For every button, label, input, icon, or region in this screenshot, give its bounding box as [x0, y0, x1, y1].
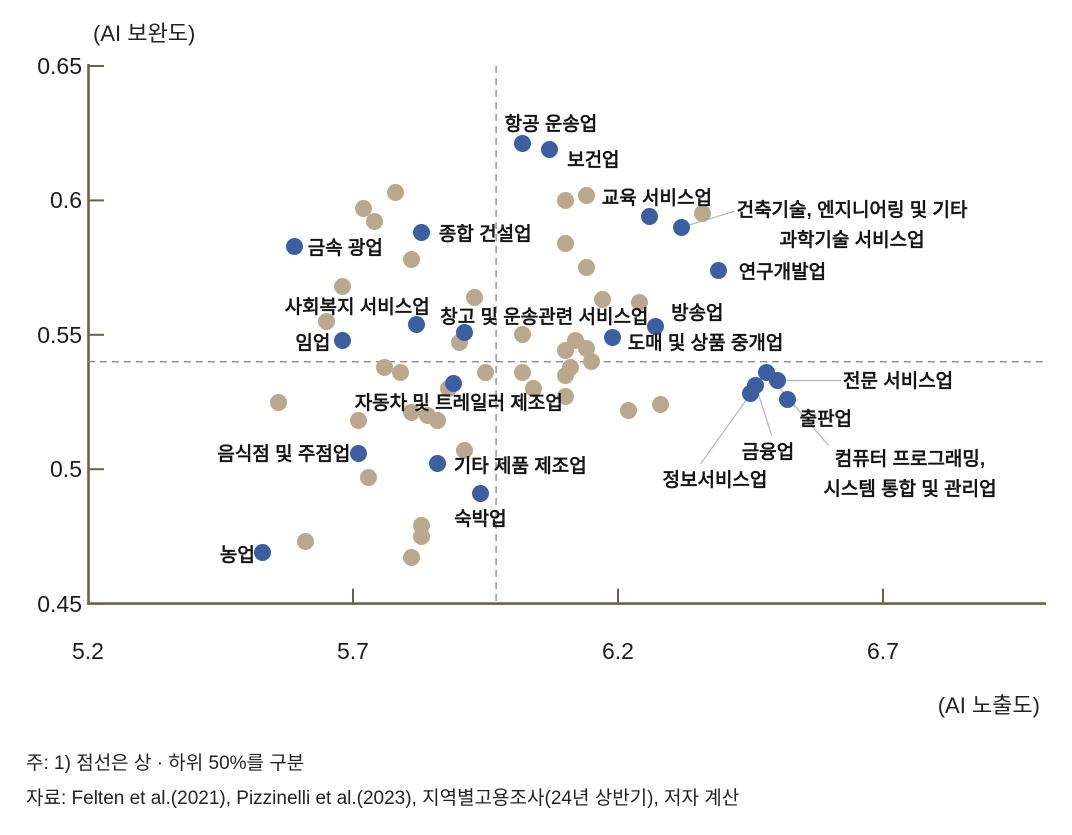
unlabeled-data-point — [402, 251, 420, 269]
unlabeled-data-point — [296, 533, 314, 551]
unlabeled-data-point — [556, 388, 574, 406]
labeled-data-point — [455, 323, 473, 341]
unlabeled-data-point — [556, 342, 574, 360]
point-label: 숙박업 — [454, 509, 507, 531]
point-label: 사회복지 서비스업 — [284, 297, 430, 319]
labeled-data-point — [673, 218, 691, 236]
point-label: 자동차 및 트레일러 제조업 — [354, 393, 563, 415]
unlabeled-data-point — [620, 401, 638, 419]
labeled-data-point — [757, 363, 775, 381]
labeled-data-point — [408, 315, 426, 333]
y-tick-label: 0.45 — [37, 590, 82, 617]
y-axis-title: (AI 보완도) — [93, 21, 196, 46]
y-tick-label: 0.55 — [37, 321, 82, 348]
labeled-data-point — [779, 390, 797, 408]
labeled-data-point — [604, 328, 622, 346]
unlabeled-data-point — [477, 363, 494, 381]
y-tick-label: 0.6 — [50, 187, 82, 214]
unlabeled-data-point — [593, 291, 611, 309]
labeled-data-point — [742, 385, 759, 403]
x-axis-title: (AI 노출도) — [937, 693, 1040, 718]
unlabeled-data-point — [556, 234, 574, 252]
labeled-data-point — [514, 135, 532, 153]
unlabeled-data-point — [402, 549, 420, 567]
unlabeled-data-point — [402, 404, 420, 422]
point-label: 항공 운송업 — [504, 113, 598, 135]
x-tick-label: 6.2 — [602, 638, 634, 664]
point-label: 임업 — [295, 333, 331, 355]
y-tick-label: 0.65 — [37, 53, 82, 79]
unlabeled-data-point — [514, 326, 532, 344]
unlabeled-data-point — [556, 191, 574, 209]
unlabeled-data-point — [392, 363, 410, 381]
unlabeled-data-point — [386, 183, 404, 201]
y-tick-label: 0.5 — [50, 456, 82, 483]
labeled-data-point — [349, 444, 367, 462]
point-label: 정보서비스업 — [662, 469, 768, 491]
labeled-data-point — [254, 544, 272, 562]
unlabeled-data-point — [577, 259, 595, 277]
unlabeled-data-point — [524, 380, 542, 398]
x-tick-label: 5.7 — [337, 638, 369, 664]
unlabeled-data-point — [466, 288, 484, 306]
point-label: 도매 및 상품 중개업 — [627, 333, 784, 355]
labeled-data-point — [445, 374, 463, 392]
labeled-data-point — [333, 331, 351, 349]
x-tick-label: 5.2 — [72, 638, 104, 664]
unlabeled-data-point — [429, 412, 447, 430]
unlabeled-data-point — [360, 468, 378, 486]
unlabeled-data-point — [630, 294, 648, 312]
unlabeled-data-point — [349, 412, 367, 430]
unlabeled-data-point — [514, 363, 532, 381]
point-label: 방송업 — [671, 302, 724, 324]
point-label: 농업 — [219, 544, 255, 566]
unlabeled-data-point — [583, 353, 600, 371]
x-tick-label: 6.7 — [867, 638, 899, 664]
point-label: 연구개발업 — [738, 262, 827, 284]
unlabeled-data-point — [413, 527, 431, 545]
unlabeled-data-point — [577, 186, 595, 204]
footnote-line-1: 주: 1) 점선은 상 · 하위 50%를 구분 — [26, 753, 305, 774]
labeled-data-point — [540, 140, 558, 158]
unlabeled-data-point — [577, 339, 595, 357]
unlabeled-data-point — [694, 205, 712, 223]
unlabeled-data-point — [318, 312, 335, 330]
point-label: 전문 서비스업 — [843, 371, 954, 393]
point-label: 건축기술, 엔지니어링 및 기타 과학기술 서비스업 — [736, 200, 968, 251]
point-label: 창고 및 운송관련 서비스업 — [440, 307, 649, 329]
unlabeled-data-point — [333, 277, 351, 295]
point-label: 보건업 — [567, 150, 620, 172]
unlabeled-data-point — [270, 393, 288, 411]
labeled-data-point — [286, 237, 304, 255]
unlabeled-data-point — [561, 358, 579, 376]
point-label: 기타 제품 제조업 — [453, 455, 587, 477]
unlabeled-data-point — [651, 396, 669, 414]
unlabeled-data-point — [376, 358, 394, 376]
labeled-data-point — [413, 224, 431, 242]
unlabeled-data-point — [455, 441, 473, 459]
unlabeled-data-point — [365, 213, 383, 231]
source-line: 자료: Felten et al.(2021), Pizzinelli et a… — [26, 788, 740, 809]
labeled-data-point — [710, 261, 728, 279]
point-label: 음식점 및 주점업 — [217, 444, 351, 466]
labeled-data-point — [641, 208, 659, 226]
point-label: 금속 광업 — [307, 238, 383, 260]
labeled-data-point — [471, 484, 489, 502]
point-label: 종합 건설업 — [438, 223, 532, 245]
unlabeled-data-point — [355, 199, 373, 217]
point-label: 컴퓨터 프로그래밍, 시스템 통합 및 관리업 — [823, 449, 997, 500]
labeled-data-point — [429, 455, 447, 473]
point-label: 출판업 — [799, 409, 853, 431]
label-leader-line — [700, 393, 751, 465]
point-label: 금융업 — [741, 441, 795, 463]
labeled-data-point — [646, 318, 664, 336]
point-label: 교육 서비스업 — [601, 187, 712, 209]
